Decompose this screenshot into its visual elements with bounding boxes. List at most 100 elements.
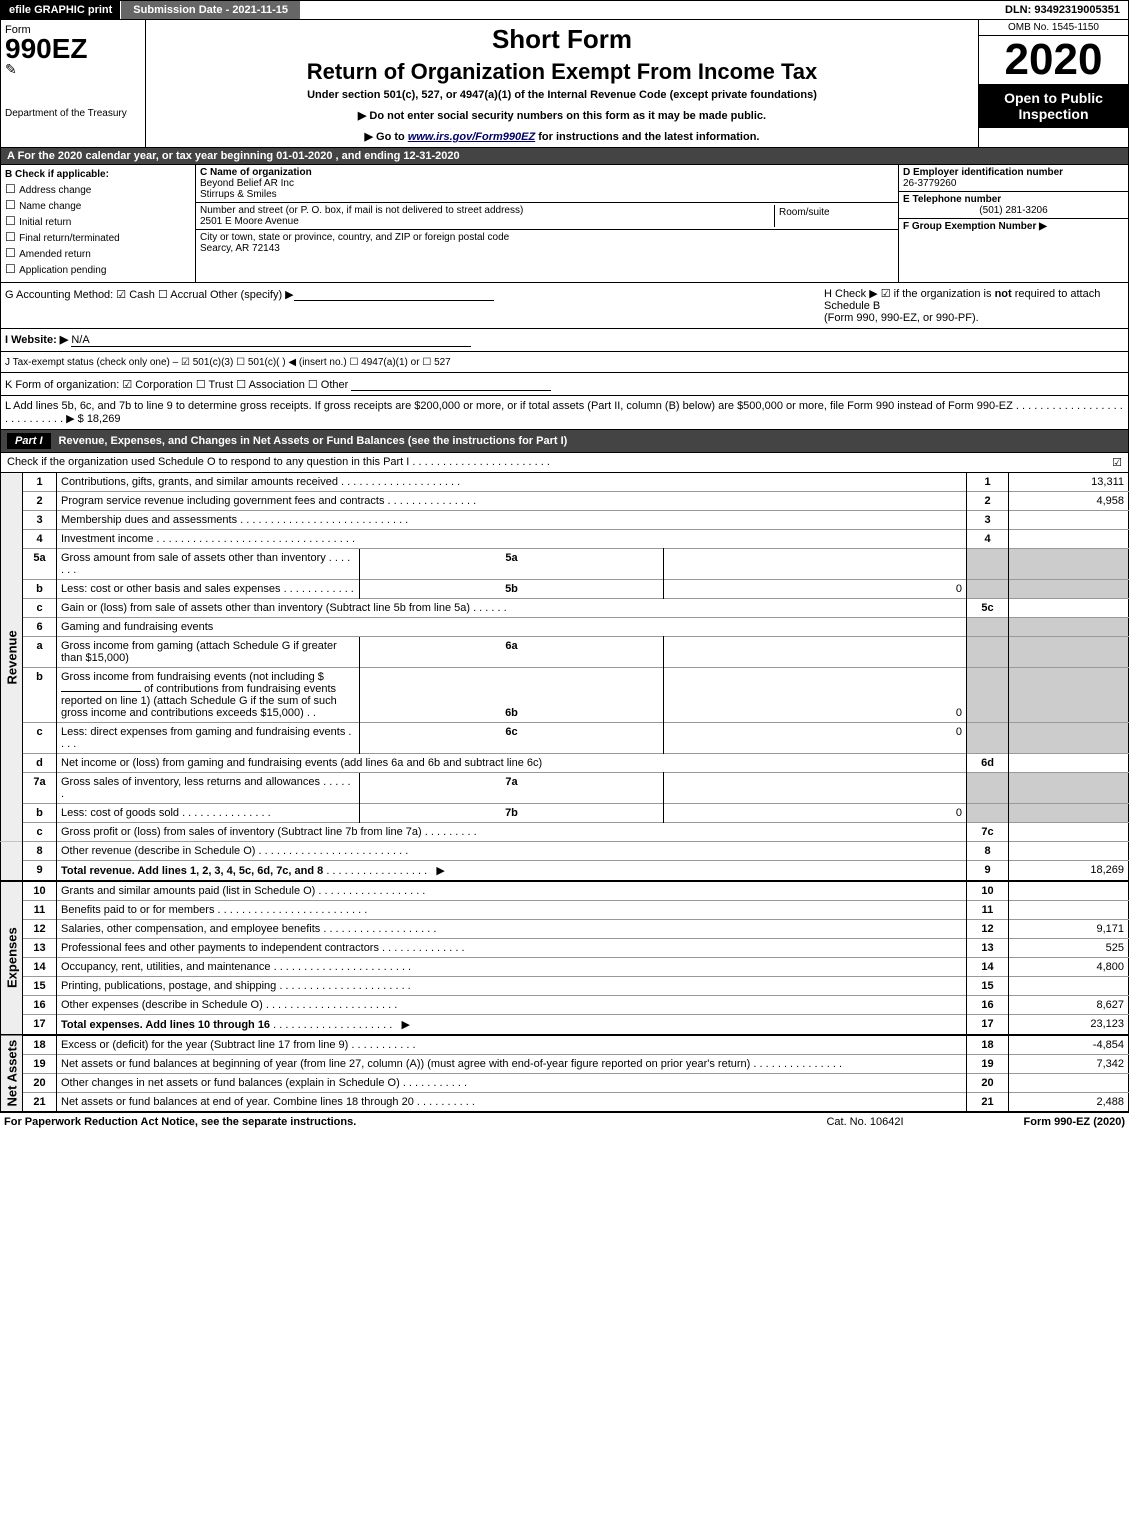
sn-5a: 5a bbox=[360, 549, 663, 580]
desc-1: Contributions, gifts, grants, and simila… bbox=[61, 476, 338, 488]
tax-year: 2020 bbox=[979, 36, 1128, 84]
ln-7c: c bbox=[23, 823, 57, 842]
sn-6c: 6c bbox=[360, 723, 663, 754]
ln-15: 15 bbox=[23, 977, 57, 996]
desc-4: Investment income bbox=[61, 533, 153, 545]
nc-6d: 6d bbox=[967, 754, 1009, 773]
part-1-checkbox[interactable]: ☑ bbox=[1112, 456, 1122, 469]
nc-9: 9 bbox=[967, 861, 1009, 882]
rev-side-cont bbox=[1, 842, 23, 882]
desc-6d: Net income or (loss) from gaming and fun… bbox=[61, 757, 542, 769]
sv-6b: 0 bbox=[663, 668, 966, 723]
nc-3: 3 bbox=[967, 511, 1009, 530]
nc-12: 12 bbox=[967, 920, 1009, 939]
k-other-input[interactable] bbox=[351, 377, 551, 391]
expenses-side-label: Expenses bbox=[1, 881, 23, 1035]
ln-7b: b bbox=[23, 804, 57, 823]
val-6a bbox=[1009, 637, 1129, 668]
nc-7c: 7c bbox=[967, 823, 1009, 842]
chk-application-pending[interactable]: Application pending bbox=[5, 262, 191, 276]
nc-6a bbox=[967, 637, 1009, 668]
val-6c bbox=[1009, 723, 1129, 754]
ein-value: 26-3779260 bbox=[903, 178, 956, 189]
desc-6a: Gross income from gaming (attach Schedul… bbox=[61, 640, 337, 664]
nc-7a bbox=[967, 773, 1009, 804]
f-group-label: F Group Exemption Number ▶ bbox=[903, 221, 1047, 232]
val-7a bbox=[1009, 773, 1129, 804]
desc-19: Net assets or fund balances at beginning… bbox=[61, 1058, 750, 1070]
chk-initial-return[interactable]: Initial return bbox=[5, 214, 191, 228]
sn-7a: 7a bbox=[360, 773, 663, 804]
chk-final-return[interactable]: Final return/terminated bbox=[5, 230, 191, 244]
nc-2: 2 bbox=[967, 492, 1009, 511]
row-a-tax-year: A For the 2020 calendar year, or tax yea… bbox=[0, 148, 1129, 165]
section-bcdef: B Check if applicable: Address change Na… bbox=[0, 165, 1129, 283]
sn-6a: 6a bbox=[360, 637, 663, 668]
desc-5a: Gross amount from sale of assets other t… bbox=[61, 552, 326, 564]
row-gh: G Accounting Method: ☑ Cash ☐ Accrual Ot… bbox=[0, 283, 1129, 329]
val-20 bbox=[1009, 1074, 1129, 1093]
part-1-check-text: Check if the organization used Schedule … bbox=[7, 456, 550, 469]
subtitle: Under section 501(c), 527, or 4947(a)(1)… bbox=[150, 89, 974, 101]
org-name-1: Beyond Belief AR Inc bbox=[200, 178, 294, 189]
open-to-public: Open to Public Inspection bbox=[979, 84, 1128, 128]
c-name-label: C Name of organization bbox=[200, 167, 312, 178]
submission-date-button[interactable]: Submission Date - 2021-11-15 bbox=[121, 1, 300, 19]
val-5a bbox=[1009, 549, 1129, 580]
netassets-side-label: Net Assets bbox=[1, 1035, 23, 1112]
ln-19: 19 bbox=[23, 1055, 57, 1074]
row-k-org-form: K Form of organization: ☑ Corporation ☐ … bbox=[0, 373, 1129, 396]
sv-5b: 0 bbox=[663, 580, 966, 599]
part-1-table: Revenue 1 Contributions, gifts, grants, … bbox=[0, 473, 1129, 1112]
header-left: Form 990EZ ✎ Department of the Treasury bbox=[1, 20, 146, 147]
chk-name-change[interactable]: Name change bbox=[5, 198, 191, 212]
sv-7a bbox=[663, 773, 966, 804]
val-15 bbox=[1009, 977, 1129, 996]
g-other-input[interactable] bbox=[294, 287, 494, 301]
efile-print-button[interactable]: efile GRAPHIC print bbox=[1, 1, 121, 19]
desc-12: Salaries, other compensation, and employ… bbox=[61, 923, 320, 935]
nc-10: 10 bbox=[967, 881, 1009, 901]
h-text-1: H Check ▶ ☑ if the organization is bbox=[824, 288, 995, 300]
irs-link[interactable]: www.irs.gov/Form990EZ bbox=[408, 131, 535, 143]
desc-14: Occupancy, rent, utilities, and maintena… bbox=[61, 961, 271, 973]
main-title: Return of Organization Exempt From Incom… bbox=[150, 59, 974, 85]
ln-8: 8 bbox=[23, 842, 57, 861]
desc-10: Grants and similar amounts paid (list in… bbox=[61, 885, 315, 897]
footer-catno: Cat. No. 10642I bbox=[826, 1116, 903, 1128]
desc-11: Benefits paid to or for members bbox=[61, 904, 214, 916]
ln-9: 9 bbox=[23, 861, 57, 882]
nc-15: 15 bbox=[967, 977, 1009, 996]
part-1-title: Revenue, Expenses, and Changes in Net As… bbox=[59, 435, 568, 447]
desc-6c: Less: direct expenses from gaming and fu… bbox=[61, 726, 345, 738]
sv-5a bbox=[663, 549, 966, 580]
ln-12: 12 bbox=[23, 920, 57, 939]
org-name-2: Stirrups & Smiles bbox=[200, 189, 277, 200]
desc-5b: Less: cost or other basis and sales expe… bbox=[61, 583, 281, 595]
chk-address-change[interactable]: Address change bbox=[5, 182, 191, 196]
desc-7c: Gross profit or (loss) from sales of inv… bbox=[61, 826, 422, 838]
chk-amended-return[interactable]: Amended return bbox=[5, 246, 191, 260]
val-17: 23,123 bbox=[1009, 1015, 1129, 1036]
ln-6b: b bbox=[23, 668, 57, 723]
ssn-warning: ▶ Do not enter social security numbers o… bbox=[150, 109, 974, 122]
omb-number: OMB No. 1545-1150 bbox=[979, 20, 1128, 36]
addr-label: Number and street (or P. O. box, if mail… bbox=[200, 205, 523, 216]
ln-6c: c bbox=[23, 723, 57, 754]
department-label: Department of the Treasury bbox=[5, 108, 141, 119]
val-7c bbox=[1009, 823, 1129, 842]
val-18: -4,854 bbox=[1009, 1035, 1129, 1055]
desc-7b: Less: cost of goods sold bbox=[61, 807, 179, 819]
desc-5c: Gain or (loss) from sale of assets other… bbox=[61, 602, 470, 614]
ln-6: 6 bbox=[23, 618, 57, 637]
l-amount: 18,269 bbox=[87, 413, 121, 425]
d-ein-label: D Employer identification number bbox=[903, 167, 1063, 178]
ln-18: 18 bbox=[23, 1035, 57, 1055]
footer-form: Form 990-EZ (2020) bbox=[1024, 1116, 1125, 1128]
nc-6b bbox=[967, 668, 1009, 723]
val-5c bbox=[1009, 599, 1129, 618]
column-c: C Name of organization Beyond Belief AR … bbox=[196, 165, 898, 282]
ln-13: 13 bbox=[23, 939, 57, 958]
city-state-zip: Searcy, AR 72143 bbox=[200, 243, 280, 254]
ln-5b: b bbox=[23, 580, 57, 599]
